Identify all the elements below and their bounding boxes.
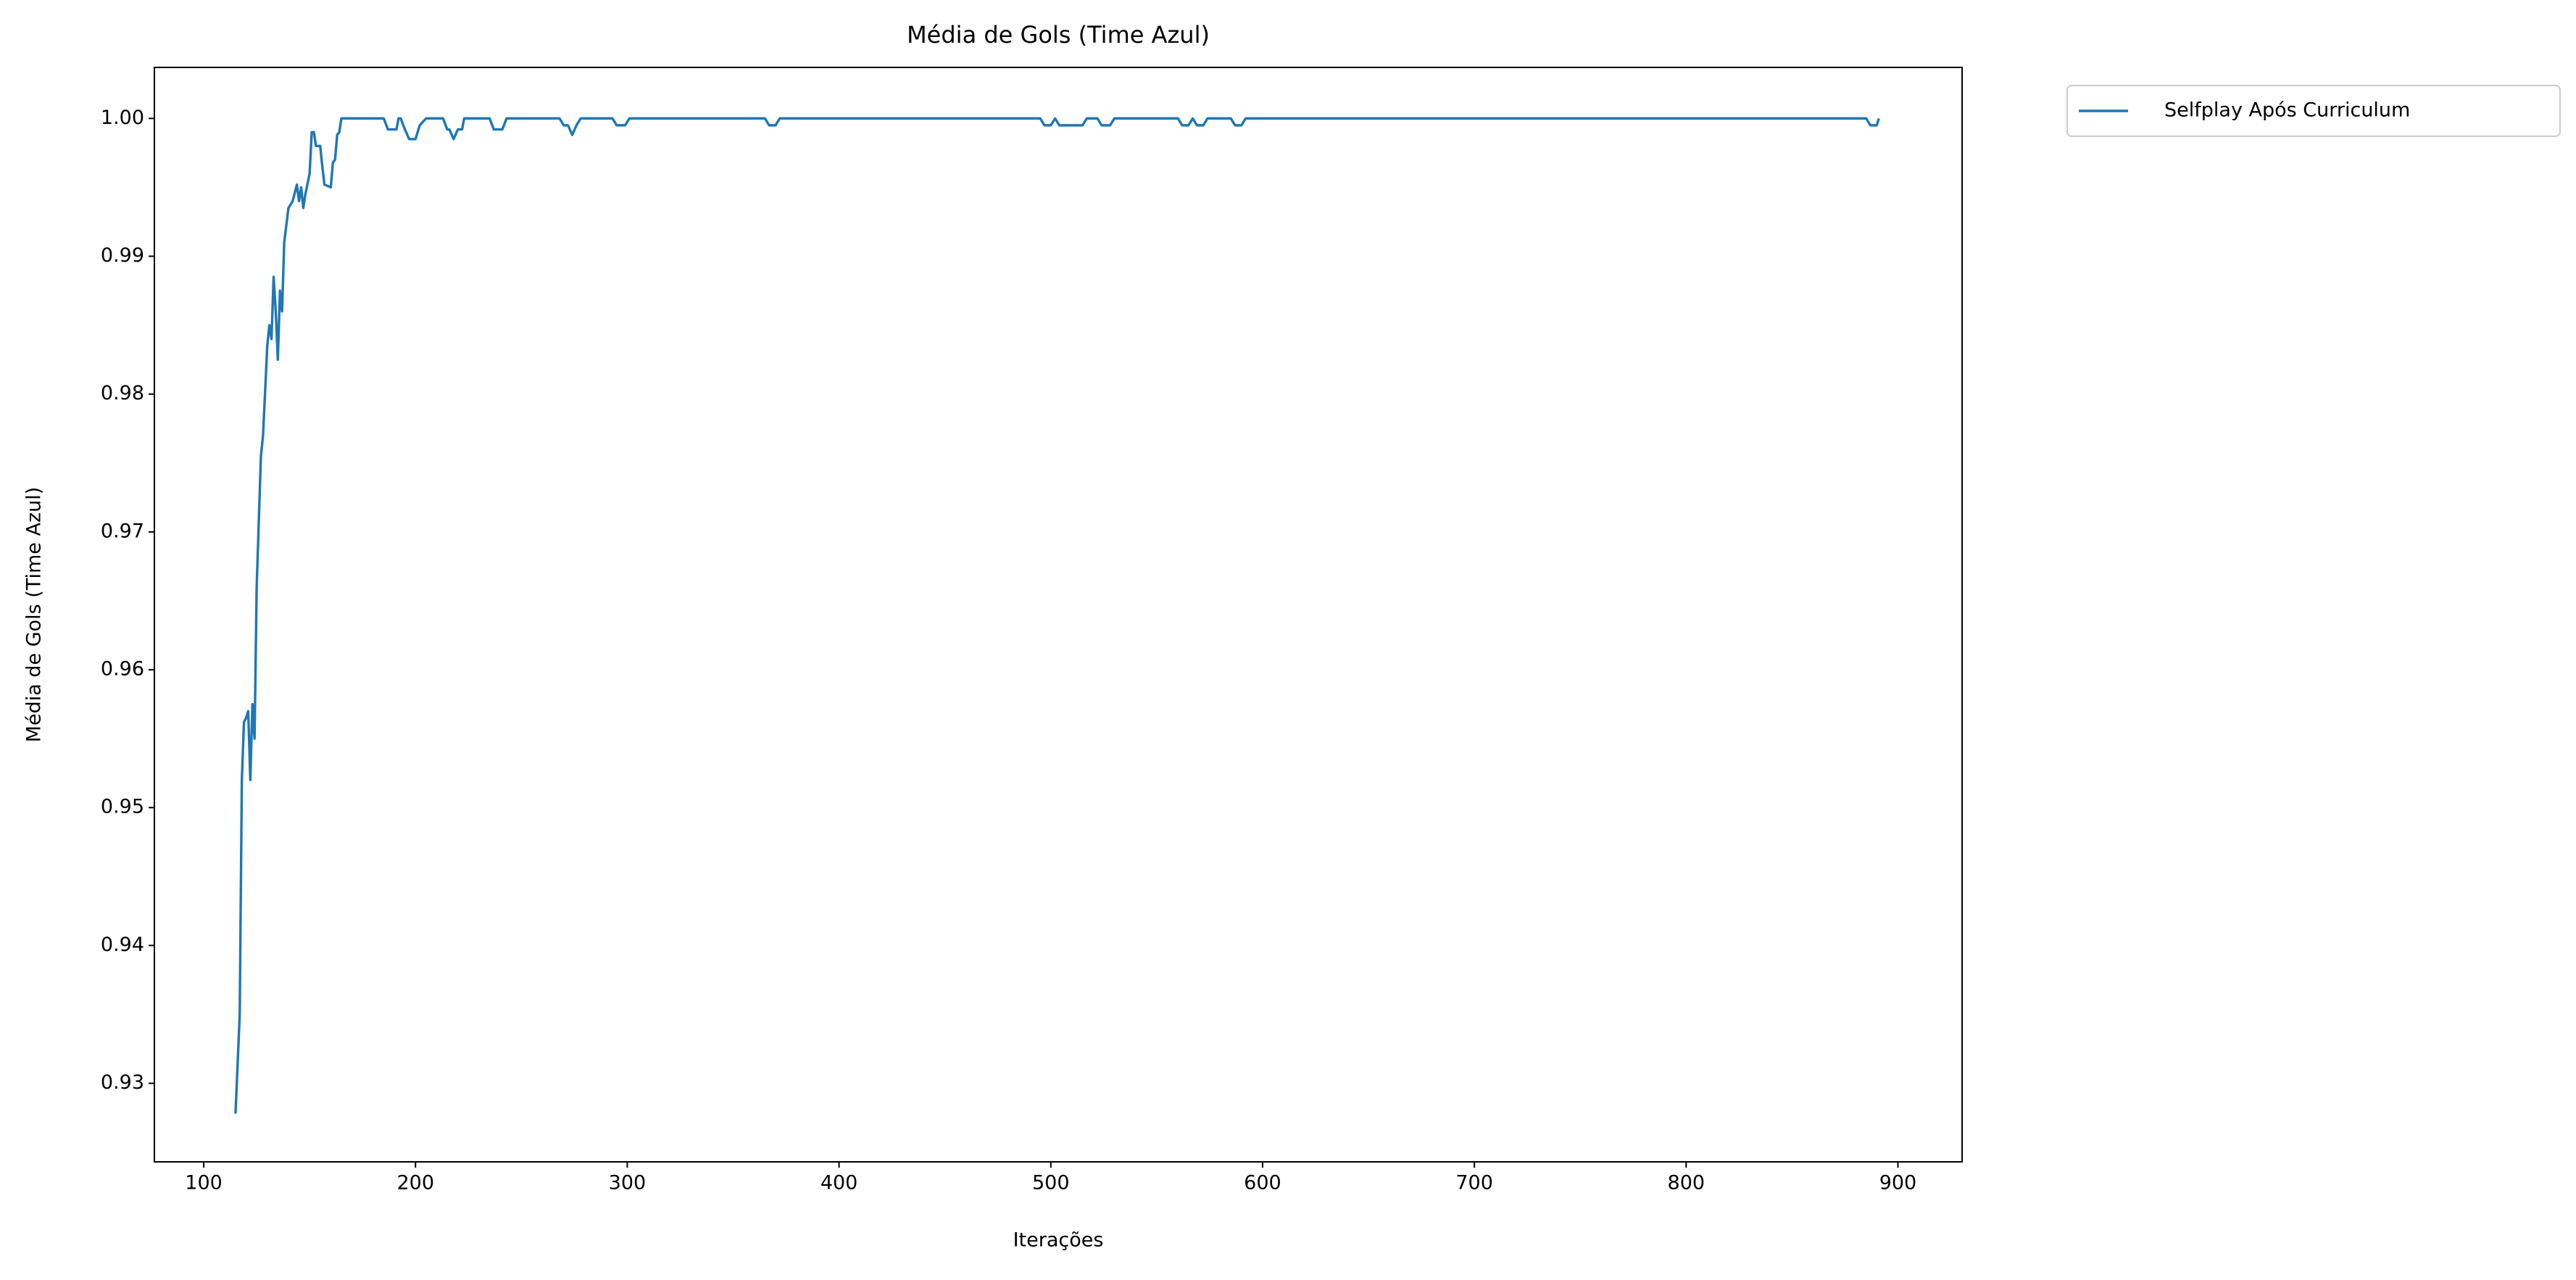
x-tick-label: 700 [1455,1172,1493,1194]
chart-title: Média de Gols (Time Azul) [907,21,1210,49]
y-tick-label: 0.97 [101,520,144,542]
x-tick-label: 100 [185,1172,223,1194]
y-tick-label: 0.99 [101,244,144,267]
x-tick-label: 200 [396,1172,434,1194]
data-line [234,117,1880,1114]
y-tick-label: 0.96 [101,658,144,681]
y-tick-label: 0.98 [101,382,144,404]
y-tick-label: 0.95 [101,796,144,818]
y-tick-label: 0.94 [101,934,144,956]
legend-label: Selfplay Após Curriculum [2164,99,2410,122]
x-tick-label: 400 [820,1172,858,1194]
x-tick-label: 500 [1032,1172,1070,1194]
x-tick-label: 800 [1668,1172,1705,1194]
y-tick-label: 1.00 [101,107,144,129]
x-tick-label: 600 [1244,1172,1281,1194]
plot-frame [154,67,1963,1163]
y-tick-label: 0.93 [101,1071,144,1094]
y-axis-label: Média de Gols (Time Azul) [23,487,46,743]
legend-box [2066,85,2561,137]
x-tick-label: 300 [609,1172,647,1194]
x-tick-label: 900 [1879,1172,1917,1194]
x-axis-label: Iterações [1013,1229,1104,1252]
